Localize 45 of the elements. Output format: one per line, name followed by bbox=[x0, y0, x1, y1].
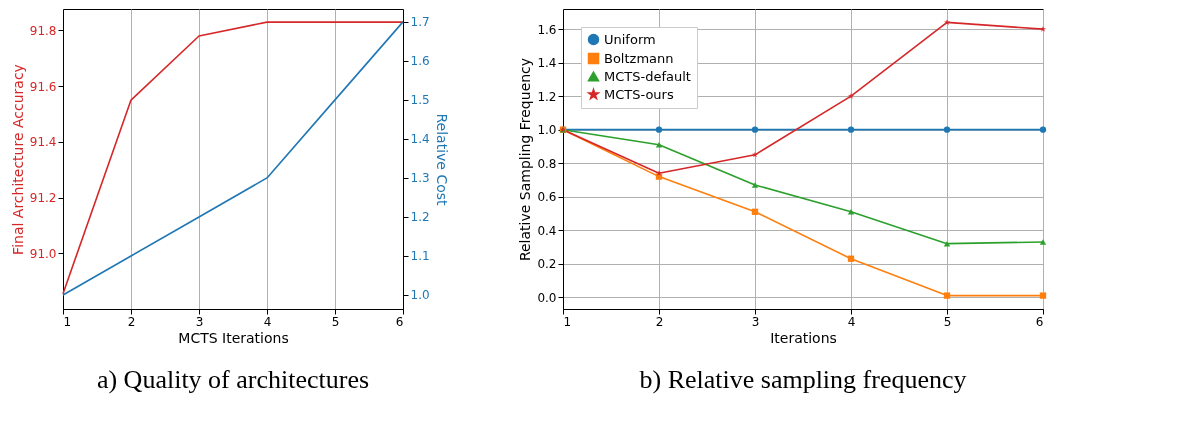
x-tick-label: 5 bbox=[331, 314, 340, 329]
x-axis-title: Iterations bbox=[770, 329, 837, 346]
x-tick-label: 2 bbox=[127, 314, 136, 329]
legend-label: Boltzmann bbox=[604, 50, 674, 66]
x-tick-label: 4 bbox=[847, 314, 856, 329]
x-tick-label: 1 bbox=[563, 314, 572, 329]
y-tick-label: 0.0 bbox=[537, 290, 557, 305]
text: b) Relative sampling frequency bbox=[639, 365, 967, 394]
y-tick-label: 1.2 bbox=[537, 89, 557, 104]
legend-label: MCTS-default bbox=[604, 68, 691, 84]
y-tick-label: 91.6 bbox=[29, 79, 57, 94]
y2-tick-label: 1.4 bbox=[410, 132, 430, 147]
y2-tick-label: 1.2 bbox=[410, 210, 430, 225]
y-tick-label: 0.4 bbox=[537, 223, 557, 238]
legend-label: MCTS-ours bbox=[604, 86, 674, 102]
y-tick-label: 0.6 bbox=[537, 190, 557, 205]
x-tick-label: 1 bbox=[63, 314, 72, 329]
y-tick-label: 0.2 bbox=[537, 257, 557, 272]
y-tick-label: 91.0 bbox=[29, 246, 57, 261]
x-tick-label: 6 bbox=[1035, 314, 1044, 329]
y2-tick-label: 1.3 bbox=[410, 171, 430, 186]
y2-tick-label: 1.7 bbox=[410, 15, 430, 30]
x-tick-label: 2 bbox=[655, 314, 664, 329]
legend-label: Uniform bbox=[604, 31, 656, 47]
y2-tick-label: 1.6 bbox=[410, 54, 430, 69]
x-tick-label: 4 bbox=[263, 314, 272, 329]
y-axis-title: Final Architecture Accuracy bbox=[9, 64, 26, 255]
y2-tick-label: 1.0 bbox=[410, 288, 430, 303]
y-tick-label: 91.8 bbox=[29, 23, 57, 38]
y-tick-label: 91.2 bbox=[29, 191, 57, 206]
y-tick-label: 0.8 bbox=[537, 156, 557, 171]
text: a) Quality of architectures bbox=[96, 365, 370, 394]
x-tick-label: 5 bbox=[943, 314, 952, 329]
x-tick-label: 3 bbox=[195, 314, 204, 329]
x-tick-label: 3 bbox=[751, 314, 760, 329]
y2-axis-title: Relative Cost bbox=[433, 113, 450, 207]
y2-tick-label: 1.5 bbox=[410, 93, 430, 108]
y-axis-title: Relative Sampling Frequency bbox=[517, 57, 534, 262]
x-axis-title: MCTS Iterations bbox=[178, 329, 289, 346]
x-tick-label: 6 bbox=[395, 314, 404, 329]
y-tick-label: 1.4 bbox=[537, 56, 557, 71]
y2-tick-label: 1.1 bbox=[410, 249, 430, 264]
y-tick-label: 1.0 bbox=[537, 123, 557, 138]
y-tick-label: 1.6 bbox=[537, 22, 557, 37]
y-tick-label: 91.4 bbox=[29, 135, 57, 150]
